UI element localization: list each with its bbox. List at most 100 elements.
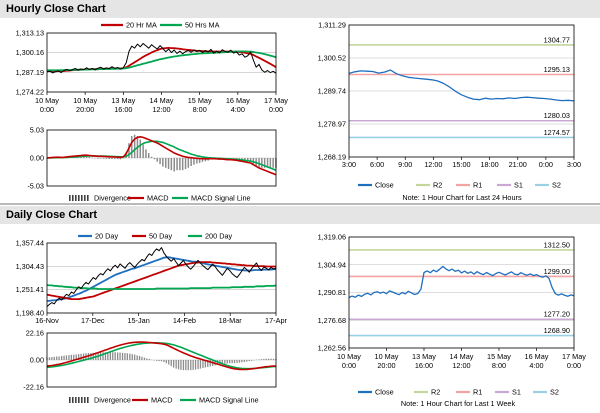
hourly-levels-legend-s1-label: S1 <box>514 181 523 190</box>
hourly-levels-x-tick: 18:00 <box>480 160 498 169</box>
hourly-macd-divergence-bar <box>193 158 195 165</box>
hourly-price-x-tick: 12:00 <box>152 105 170 114</box>
hourly-macd-divergence-bar <box>198 158 201 163</box>
daily-macd-divergence-bar <box>126 353 128 360</box>
hourly-levels-close-line <box>348 69 575 102</box>
daily-price-ma20-line <box>47 256 276 302</box>
daily-macd-divergence-bar <box>263 358 265 360</box>
hourly-macd-divergence-bar <box>128 143 130 158</box>
daily-macd-divergence-bar <box>56 356 58 360</box>
hourly-macd-divergence-bar <box>272 158 274 168</box>
daily-macd-divergence-bar <box>246 360 248 362</box>
daily-legend-divergence-swatch-bar <box>87 397 89 403</box>
daily-macd-divergence-bar <box>102 352 104 360</box>
hourly-macd-divergence-bar <box>176 158 178 171</box>
daily-macd-divergence-bar <box>121 352 124 360</box>
hourly-legend-divergence-swatch-bar <box>81 195 83 201</box>
daily-macd-divergence-bar <box>168 360 170 365</box>
hourly-price-x-tick: 13 May <box>111 96 135 105</box>
daily-price-x-tick: 14-Feb <box>173 316 196 325</box>
daily-macd-divergence-bar <box>165 360 167 364</box>
daily-macd-divergence-bar <box>156 360 158 361</box>
daily-macd-divergence-bar <box>236 360 238 363</box>
hourly-price-x-tick: 0:00 <box>40 105 54 114</box>
daily-macd-divergence-bar <box>117 352 119 360</box>
daily-price-y-tick: 1,357.44 <box>16 239 44 248</box>
daily-macd-divergence-bar <box>180 360 182 370</box>
hourly-price-y-tick: 1,274.22 <box>16 88 44 97</box>
daily-levels-x-tick: 15 May <box>487 352 511 361</box>
section-divider <box>0 203 600 205</box>
daily-macd-divergence-bar <box>265 358 267 360</box>
daily-macd-divergence-bar <box>78 354 80 360</box>
hourly-levels-y-tick: 1,289.74 <box>318 87 346 96</box>
hourly-levels-legend-close-label: Close <box>375 181 394 190</box>
daily-macd-divergence-bar <box>224 360 226 364</box>
daily-macd-divergence-bar <box>209 360 211 367</box>
daily-price-x-tick: 17-Dec <box>81 316 105 325</box>
hourly-levels-s2-level-label: 1274.57 <box>544 128 570 137</box>
daily-levels-y-tick: 1,290.81 <box>318 288 346 297</box>
daily-macd-divergence-bar <box>197 360 199 370</box>
daily-levels-x-tick: 0:00 <box>567 361 581 370</box>
hourly-macd-divergence-bar <box>252 158 255 165</box>
daily-macd-divergence-bar <box>99 352 102 360</box>
hourly-levels-x-tick: 3:00 <box>342 160 356 169</box>
daily-levels-r1-level-label: 1299.00 <box>544 267 570 276</box>
hourly-legend-macd-label: MACD <box>147 194 169 203</box>
hourly-macd-y-tick: 5.03 <box>30 126 44 135</box>
daily-legend-ma50-label: 50 Day <box>149 232 172 241</box>
daily-macd-divergence-bar <box>251 360 253 361</box>
daily-levels-x-tick: 4:00 <box>529 361 543 370</box>
hourly-macd-divergence-bar <box>173 158 175 172</box>
hourly-macd-divergence-bar <box>114 158 116 159</box>
hourly-macd-divergence-bar <box>263 158 266 168</box>
hourly-price-x-tick: 17 May <box>264 96 288 105</box>
daily-macd-divergence-bar <box>231 360 233 364</box>
daily-price-y-tick: 1,251.41 <box>16 285 44 294</box>
hourly-levels-legend-r2-label: R2 <box>433 181 442 190</box>
daily-macd-divergence-bar <box>221 360 223 364</box>
hourly-legend-ma50-label: 50 Hrs MA <box>185 21 220 30</box>
hourly-macd-divergence-bar <box>261 158 263 168</box>
hourly-macd-divergence-bar <box>119 158 122 160</box>
hourly-levels-x-tick: 6:00 <box>370 160 384 169</box>
hourly-legend-signal-label: MACD Signal Line <box>191 194 251 203</box>
daily-legend-divergence-swatch-bar <box>78 397 80 403</box>
daily-macd-divergence-bar <box>173 360 175 368</box>
daily-levels-x-tick: 0:00 <box>342 361 356 370</box>
daily-macd-divergence-bar <box>207 360 209 367</box>
hourly-macd-divergence-bar <box>170 158 173 171</box>
daily-macd-divergence-bar <box>163 360 165 363</box>
daily-macd-divergence-bar <box>270 358 272 360</box>
daily-levels-note: Note: 1 Hour Chart for Last 1 Week <box>401 399 516 408</box>
hourly-macd-divergence-bar <box>179 158 181 171</box>
daily-macd-divergence-bar <box>129 353 131 360</box>
daily-macd-y-tick: 0.00 <box>30 356 44 365</box>
hourly-macd-divergence-bar <box>105 158 108 159</box>
hourly-levels-r1-level-label: 1295.13 <box>544 65 570 74</box>
hourly-price-x-tick: 10 May <box>73 96 97 105</box>
hourly-macd-divergence-bar <box>247 158 249 162</box>
daily-levels-x-tick: 8:00 <box>492 361 506 370</box>
hourly-legend-ma20-label: 20 Hr MA <box>126 21 157 30</box>
daily-macd-divergence-bar <box>268 358 270 360</box>
hourly-macd-divergence-bar <box>153 158 156 160</box>
hourly-macd-divergence-bar <box>125 152 127 158</box>
hourly-levels-x-tick: 3:00 <box>567 160 581 169</box>
hourly-macd-divergence-bar <box>116 158 119 160</box>
daily-levels-y-tick: 1,262.56 <box>318 344 346 353</box>
hourly-macd-divergence-bar <box>99 158 102 159</box>
daily-macd-divergence-bar <box>90 353 92 360</box>
hourly-levels-x-tick: 12:00 <box>424 160 442 169</box>
hourly-legend-divergence-swatch-bar <box>87 195 89 201</box>
hourly-legend-divergence-swatch-bar <box>75 195 77 201</box>
daily-macd-divergence-bar <box>75 354 77 360</box>
daily-legend-divergence-label: Divergence <box>94 396 131 405</box>
daily-legend-ma20-label: 20 Day <box>95 232 118 241</box>
daily-legend-divergence-swatch-bar <box>84 397 86 403</box>
daily-macd-divergence-bar <box>187 360 189 371</box>
daily-macd-divergence-bar <box>114 352 116 360</box>
daily-levels-y-tick: 1,276.68 <box>318 316 346 325</box>
daily-legend-signal-label: MACD Signal Line <box>199 396 259 405</box>
